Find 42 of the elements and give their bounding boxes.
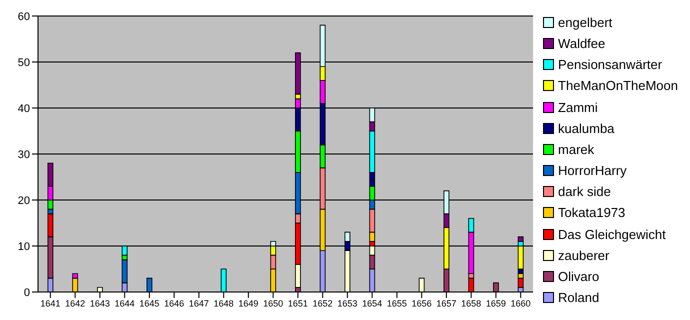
bar: [518, 278, 524, 288]
x-tick-label: 1645: [139, 298, 160, 308]
legend-label: kualumba: [558, 120, 614, 136]
y-tick-label: 10: [18, 240, 30, 253]
x-tick-label: 1649: [238, 298, 258, 308]
x-tick-label: 1655: [386, 298, 407, 308]
x-tick-label: 1656: [412, 298, 432, 308]
y-tick-label: 60: [18, 10, 30, 23]
legend-label: Olivaro: [558, 269, 600, 284]
x-tick-label: 1641: [40, 298, 60, 308]
x-tick-label: 1644: [114, 298, 135, 308]
legend-label: HorrorHarry: [558, 163, 627, 178]
legend-label: Waldfee: [558, 36, 606, 51]
x-tick-label: 1648: [214, 298, 234, 308]
x-tick-label: 1642: [65, 298, 86, 308]
x-tick-label: 1652: [312, 298, 333, 308]
y-tick-label: 40: [18, 102, 30, 115]
x-tick-label: 1660: [510, 298, 531, 308]
legend-label: engelbert: [558, 14, 612, 30]
y-tick-label: 30: [18, 148, 30, 161]
legend-label: Pensionsanwärter: [558, 57, 662, 72]
legend-label: Das Gleichgewicht: [558, 226, 666, 242]
x-tick-label: 1647: [188, 298, 209, 308]
legend-label: Tokata1973: [558, 205, 626, 220]
x-tick-label: 1653: [337, 298, 358, 308]
x-tick-label: 1657: [436, 298, 456, 308]
x-tick-label: 1643: [90, 298, 110, 308]
legend-label: zauberer: [558, 248, 610, 263]
x-tick-label: 1654: [362, 298, 382, 308]
legend-label: Roland: [558, 290, 600, 306]
x-tick-label: 1658: [461, 298, 482, 308]
x-tick-label: 1650: [263, 298, 284, 308]
y-tick-label: 20: [18, 194, 30, 207]
legend-label: TheManOnTheMoon: [558, 78, 678, 94]
y-tick-label: 50: [18, 56, 30, 69]
x-tick-label: 1651: [288, 298, 308, 308]
x-tick-label: 1646: [164, 298, 184, 308]
legend-label: Zammi: [558, 100, 598, 115]
y-tick-label: 0: [24, 286, 30, 299]
legend-label: dark side: [558, 184, 611, 200]
x-tick-label: 1659: [486, 298, 506, 308]
legend-label: marek: [558, 142, 594, 157]
